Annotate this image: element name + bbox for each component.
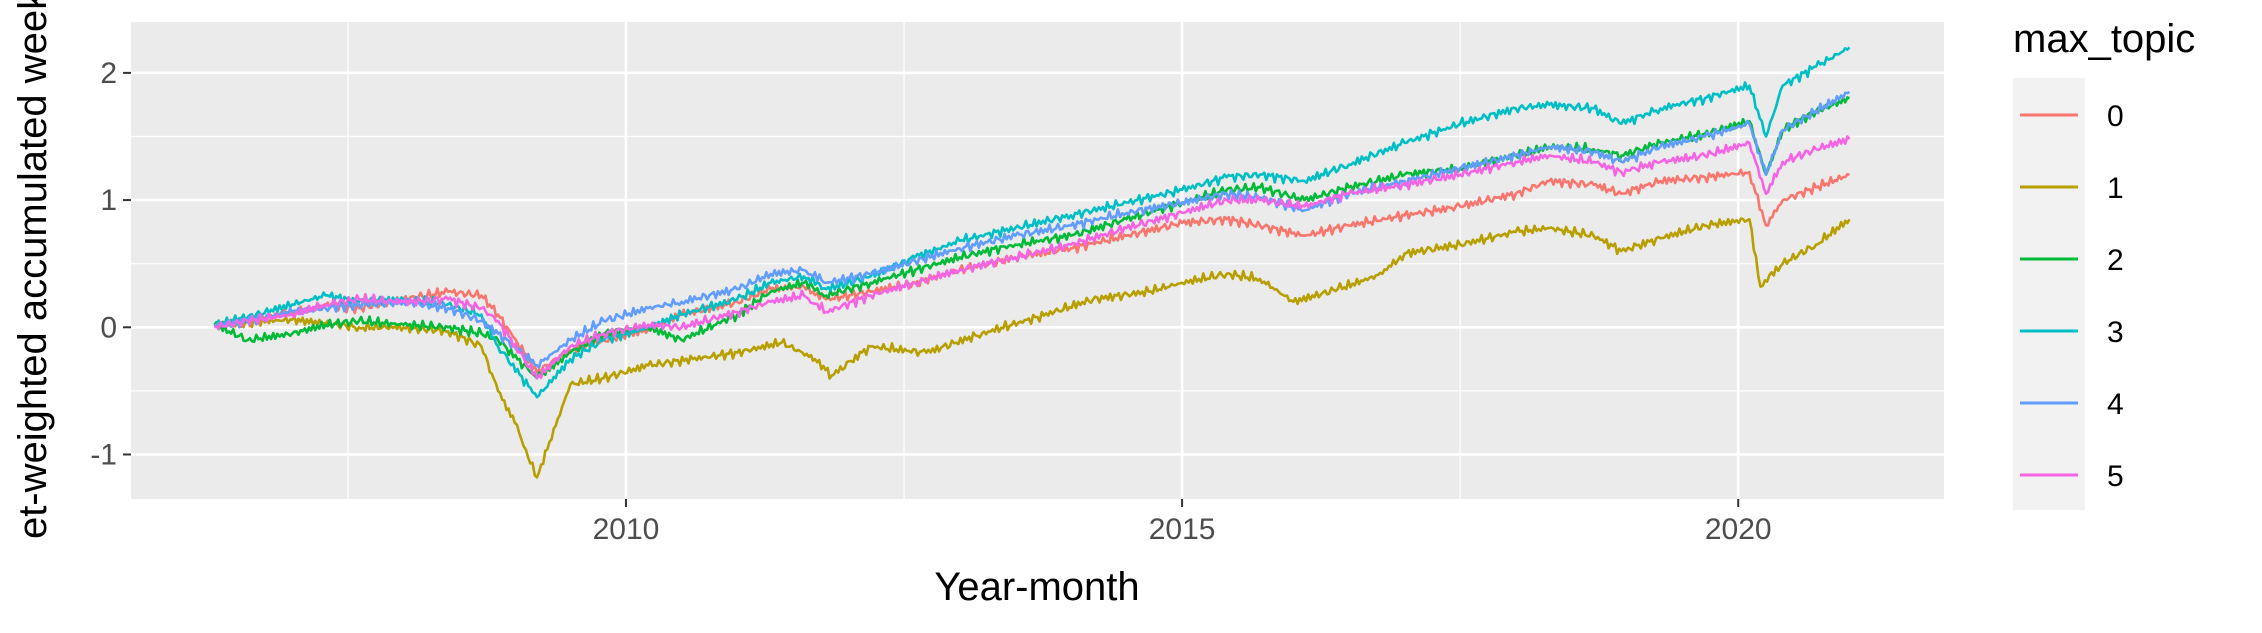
series-line-2 [213,96,1851,380]
x-tick-label: 2010 [593,513,660,546]
x-axis-title: Year-month [934,565,1139,609]
legend-label-1: 1 [2107,172,2124,205]
legend: 0 1 2 3 4 5 [2013,78,2124,510]
legend-label-4: 4 [2107,388,2124,421]
y-axis-title: et-weighted accumulated weekl [11,0,55,539]
series-lines [213,46,1851,479]
series-line-5 [213,135,1851,380]
legend-label-2: 2 [2107,244,2124,277]
legend-title: max_topic [2013,17,2195,61]
legend-label-0: 0 [2107,100,2124,133]
y-tick-label: -1 [90,438,117,471]
panel-background [131,22,1944,499]
grid-major [131,22,1944,499]
x-tick-label: 2015 [1149,513,1216,546]
x-tick-label: 2020 [1705,513,1772,546]
y-axis: -1 0 1 2 [90,57,131,471]
y-tick-label: 0 [100,311,117,344]
y-tick-label: 2 [100,57,117,90]
series-line-1 [213,217,1851,479]
y-tick-label: 1 [100,184,117,217]
legend-label-3: 3 [2107,316,2124,349]
x-axis: 2010 2015 2020 [593,499,1772,546]
legend-label-5: 5 [2107,460,2124,493]
series-line-4 [213,90,1851,369]
legend-key-background [2013,78,2085,510]
